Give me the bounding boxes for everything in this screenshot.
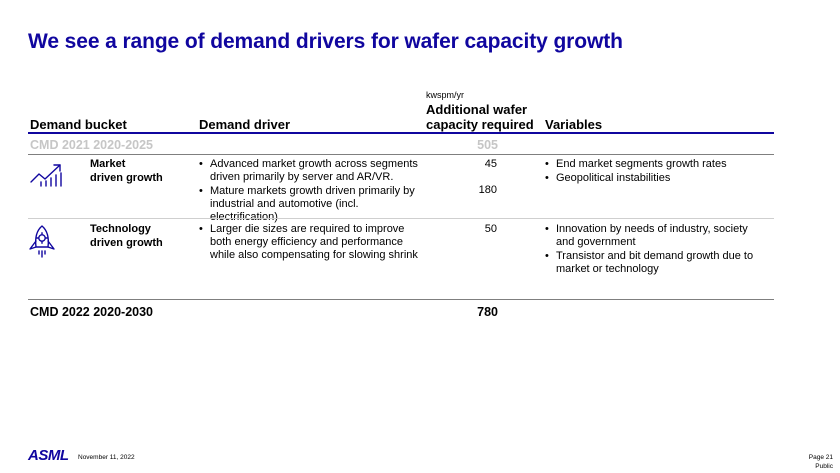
market-value-advanced: 45 [484,158,497,170]
page-title: We see a range of demand drivers for waf… [28,30,623,53]
header-demand-bucket: Demand bucket [30,117,127,132]
bucket-market-line2: driven growth [90,172,163,184]
technology-drivers-list: Larger die sizes are required to improve… [199,223,427,263]
rocket-gear-icon [29,225,55,258]
footer-date: November 11, 2022 [78,454,135,461]
bucket-market: Market driven growth [90,157,163,185]
market-drivers-list: Advanced market growth across segments d… [199,158,427,225]
header-variables: Variables [545,117,603,132]
market-growth-chart-icon [30,164,62,187]
cmd2021-label: CMD 2021 2020-2025 [30,138,153,152]
header-demand-driver: Demand driver [199,117,291,132]
market-variables-list: End market segments growth rates Geopoli… [545,158,755,186]
page-number: Page 21 [808,454,833,461]
asml-logo: ASML [28,447,69,464]
list-item: Innovation by needs of industry, society… [545,223,755,249]
list-item: Transistor and bit demand growth due to … [545,250,755,276]
technology-value: 50 [484,223,497,235]
header-capacity-line2: capacity required [426,117,534,132]
list-item: Mature markets growth driven primarily b… [199,185,427,224]
list-item: Larger die sizes are required to improve… [199,223,427,262]
bucket-technology-line2: driven growth [90,237,163,249]
classification-label: Public [815,463,833,470]
list-item: End market segments growth rates [545,158,755,171]
total-divider [28,299,774,300]
cmd2021-divider [28,154,774,155]
list-item: Geopolitical instabilities [545,172,755,185]
header-divider [28,132,774,134]
technology-variables-list: Innovation by needs of industry, society… [545,223,755,277]
cmd2022-label: CMD 2022 2020-2030 [30,305,153,319]
list-item: Advanced market growth across segments d… [199,158,427,184]
header-capacity-line1: Additional wafer [426,102,528,117]
footer-page-info: Page 21 Public [809,453,833,471]
cmd2021-value: 505 [477,138,498,152]
header-unit: kwspm/yr [426,90,464,100]
market-value-mature: 180 [478,184,497,196]
header-capacity: Additional wafer capacity required [426,102,546,132]
bucket-market-line1: Market [90,158,126,170]
cmd2022-value: 780 [477,305,498,319]
row-divider [28,218,774,219]
bucket-technology: Technology driven growth [90,222,163,250]
bucket-technology-line1: Technology [90,223,151,235]
